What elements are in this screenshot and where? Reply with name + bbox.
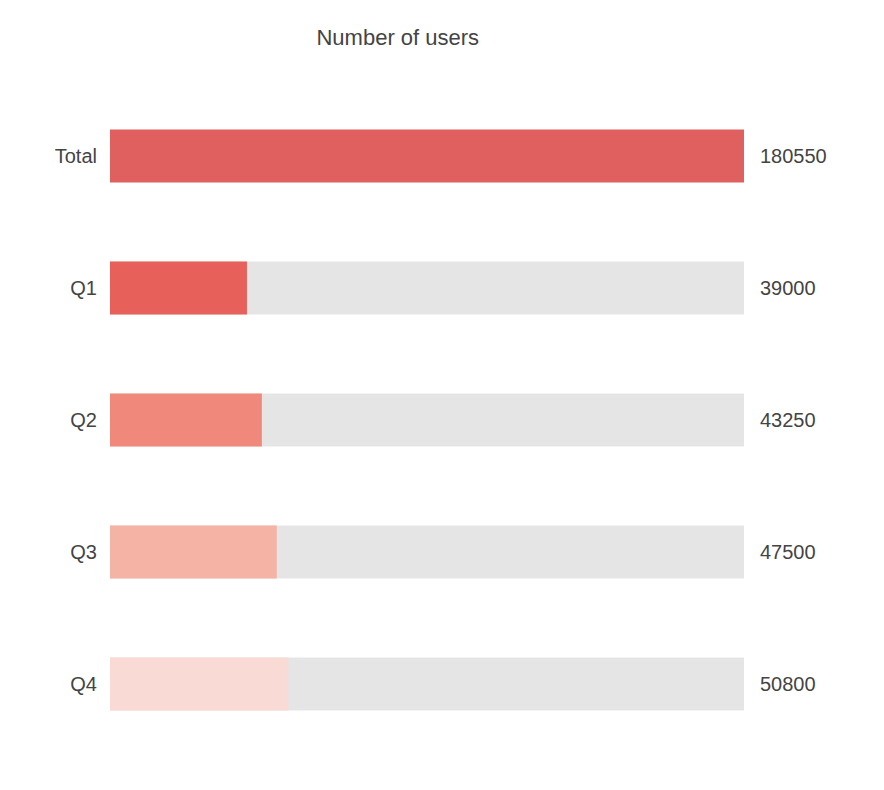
- svg-text:Q3: Q3: [70, 541, 97, 563]
- svg-text:Number of users: Number of users: [316, 25, 479, 50]
- svg-text:180550: 180550: [760, 145, 827, 167]
- svg-text:Q4: Q4: [70, 673, 97, 695]
- svg-text:50800: 50800: [760, 673, 816, 695]
- svg-text:47500: 47500: [760, 541, 816, 563]
- svg-text:39000: 39000: [760, 277, 816, 299]
- svg-text:Q1: Q1: [70, 277, 97, 299]
- svg-text:43250: 43250: [760, 409, 816, 431]
- svg-text:Q2: Q2: [70, 409, 97, 431]
- svg-text:Total: Total: [55, 145, 97, 167]
